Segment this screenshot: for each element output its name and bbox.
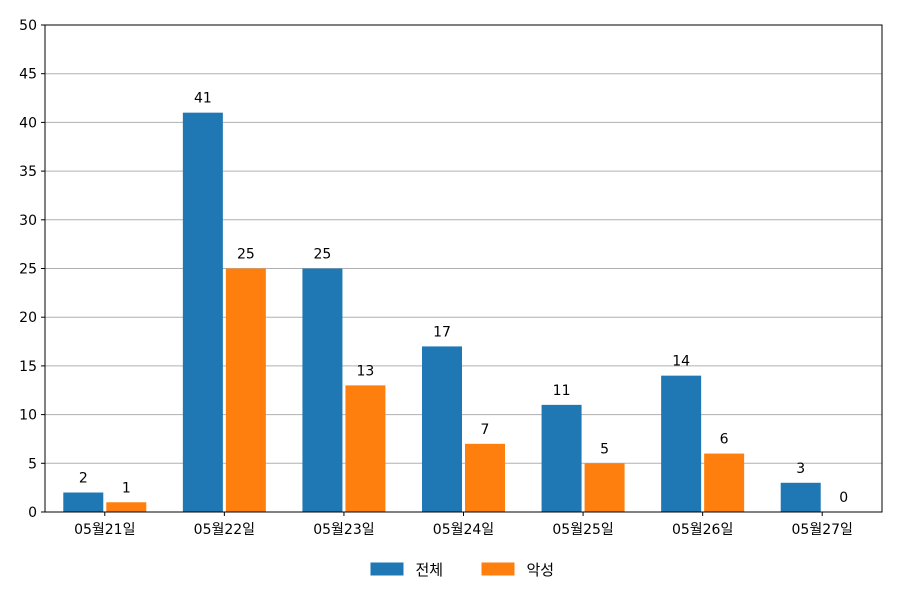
bar-malicious — [584, 463, 625, 512]
x-tick-label: 05월22일 — [194, 522, 255, 538]
data-label: 0 — [839, 490, 848, 506]
x-tick-label: 05월23일 — [313, 522, 374, 538]
y-tick-label: 0 — [28, 505, 37, 521]
y-tick-label: 30 — [19, 213, 37, 229]
bar-total — [422, 346, 462, 512]
bar-malicious — [106, 502, 147, 512]
data-label: 3 — [796, 461, 805, 477]
y-tick-label: 5 — [28, 456, 37, 472]
bar-total — [182, 112, 223, 512]
bar-malicious — [345, 385, 386, 512]
legend: 전체 악성 — [370, 561, 555, 579]
data-label: 41 — [194, 91, 212, 107]
bar-malicious — [704, 453, 745, 512]
bar-total — [302, 268, 343, 512]
data-label: 25 — [314, 247, 332, 263]
legend-label-total: 전체 — [416, 561, 444, 579]
data-label: 25 — [237, 247, 255, 263]
y-tick-label: 15 — [19, 359, 37, 375]
data-label: 14 — [672, 354, 690, 370]
data-label: 7 — [481, 422, 490, 438]
data-label: 17 — [433, 324, 451, 340]
y-tick-label: 20 — [19, 310, 37, 326]
x-tick-label: 05월24일 — [433, 522, 494, 538]
x-tick-label: 05월26일 — [672, 522, 733, 538]
y-tick-label: 50 — [19, 18, 37, 34]
grid-lines — [45, 24, 882, 513]
legend-swatch-total — [370, 562, 404, 576]
data-label: 2 — [79, 471, 88, 487]
bar-malicious — [225, 268, 266, 512]
bar-total — [63, 492, 104, 512]
bars — [63, 112, 821, 512]
data-label: 11 — [553, 383, 571, 399]
legend-swatch-malicious — [481, 562, 515, 576]
data-label: 1 — [122, 480, 131, 496]
bar-malicious — [465, 443, 505, 512]
data-labels: 2 1 41 25 25 13 17 7 11 5 14 6 3 0 — [79, 91, 848, 506]
y-tick-label: 10 — [19, 408, 37, 424]
y-tick-label: 35 — [19, 164, 37, 180]
bar-total — [661, 375, 702, 512]
legend-label-malicious: 악성 — [527, 561, 555, 579]
y-tick-label: 40 — [19, 115, 37, 131]
x-tick-label: 05월21일 — [74, 522, 135, 538]
bar-total — [780, 482, 821, 512]
x-tick-label: 05월27일 — [792, 522, 853, 538]
y-tick-label: 45 — [19, 67, 37, 83]
data-label: 13 — [357, 363, 375, 379]
x-tick-label: 05월25일 — [552, 522, 613, 538]
data-label: 5 — [600, 441, 609, 457]
data-label: 6 — [720, 432, 729, 448]
y-tick-label: 25 — [19, 262, 37, 278]
bar-total — [541, 404, 582, 512]
